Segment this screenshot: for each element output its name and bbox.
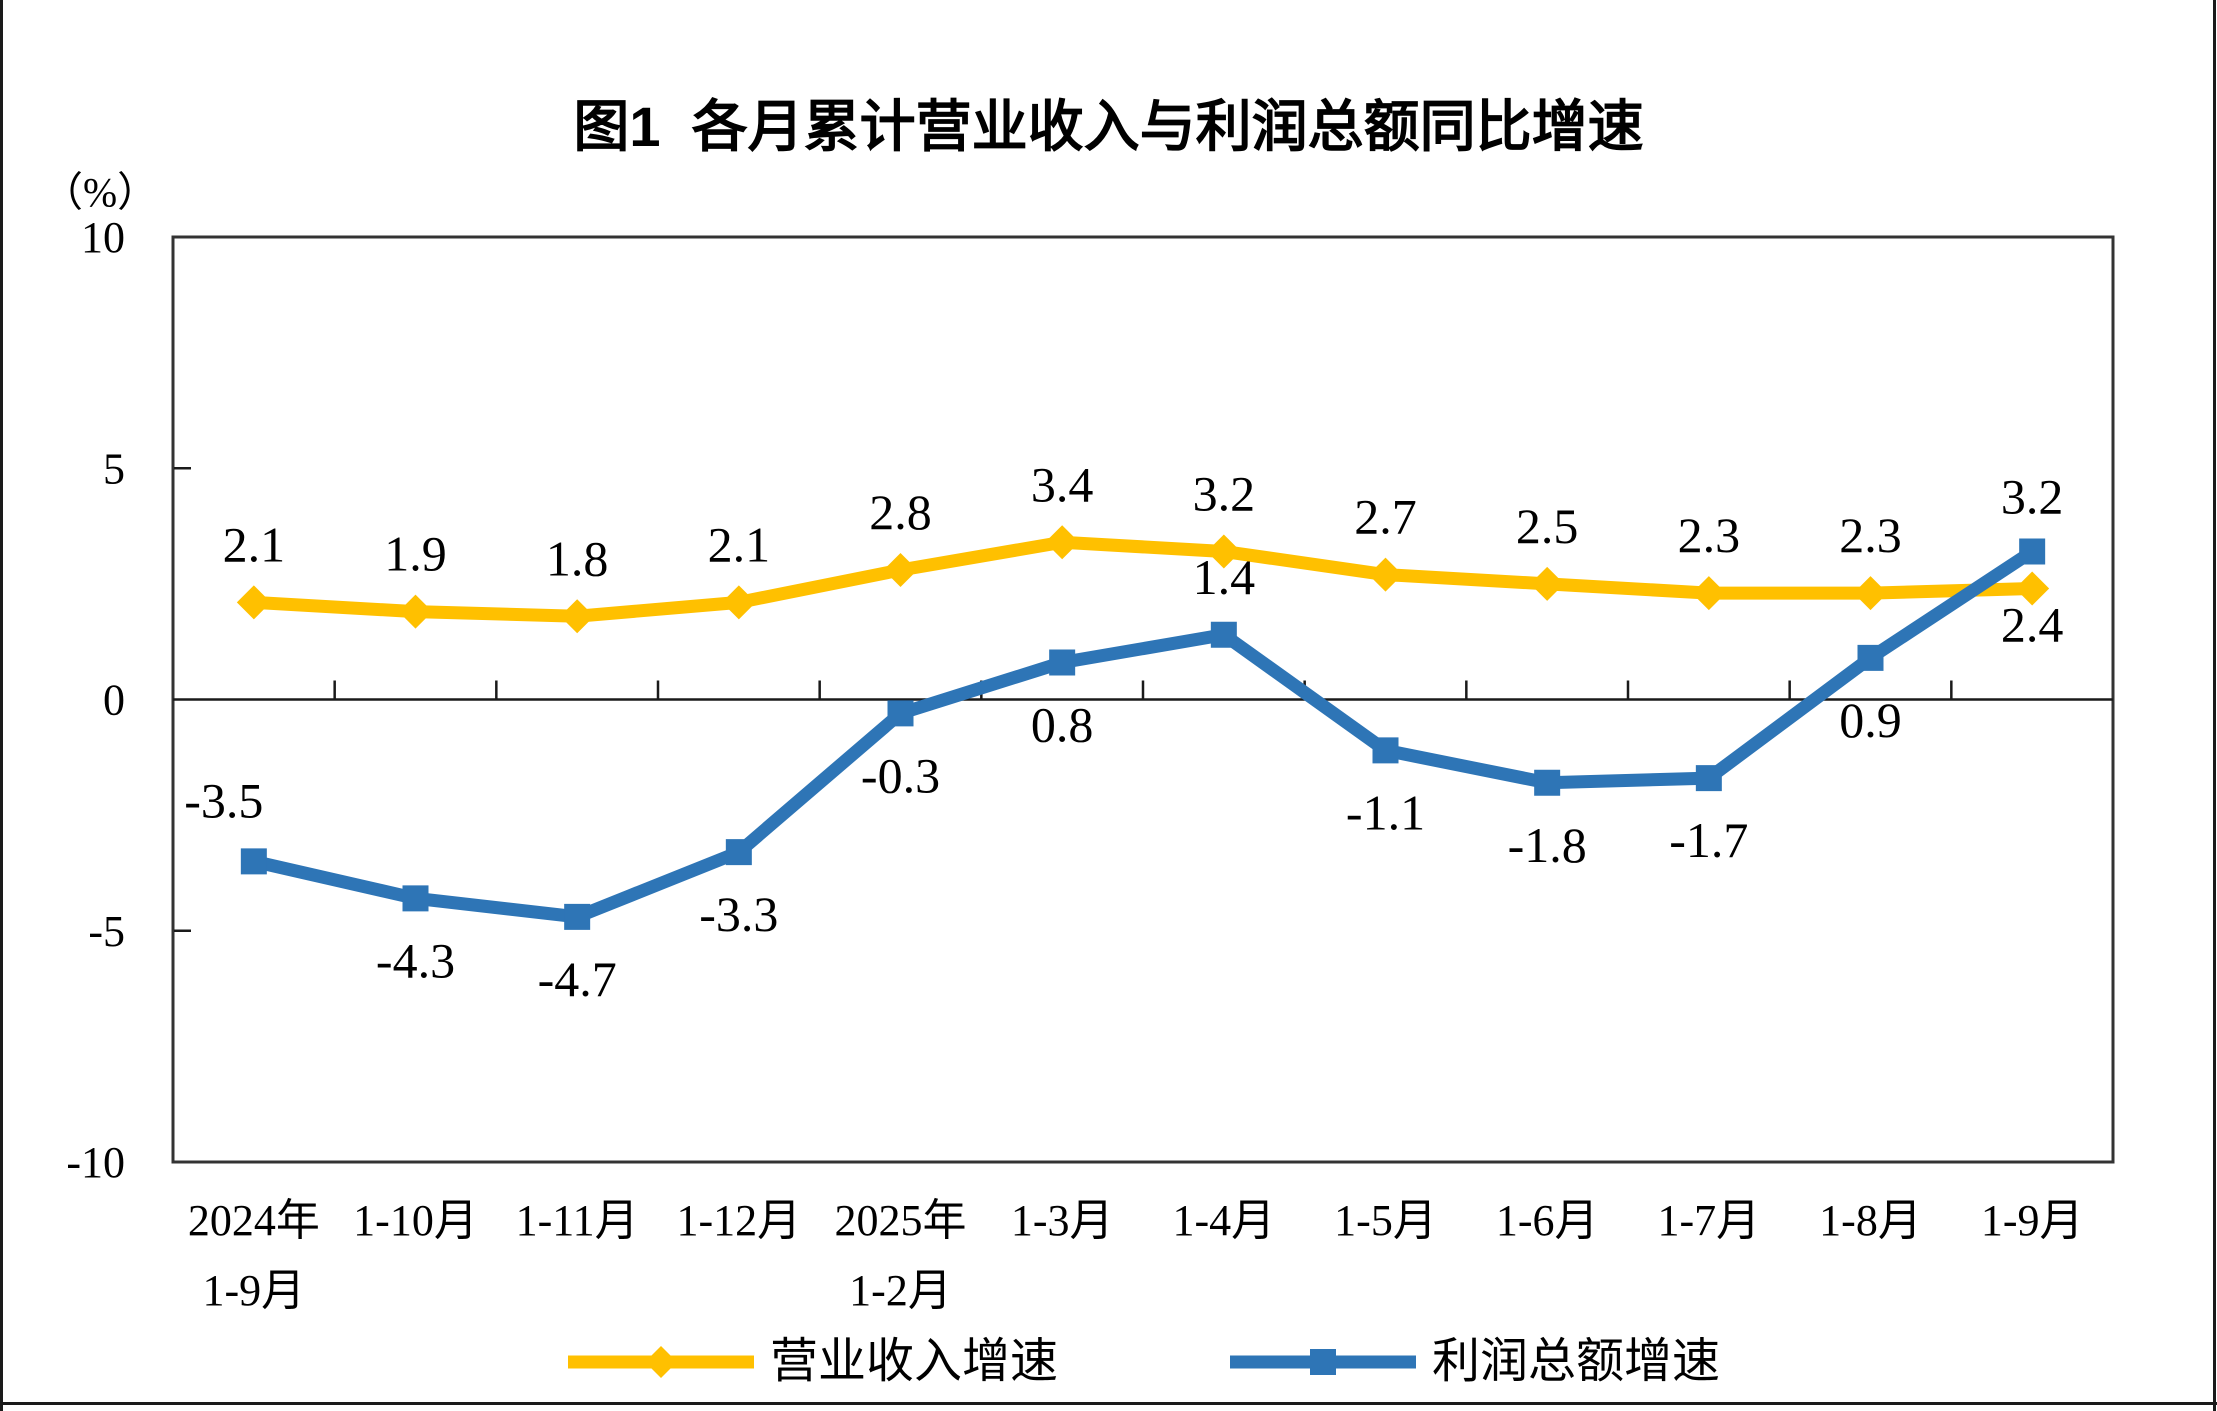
x-axis-label: 1-7月 xyxy=(1658,1196,1761,1245)
x-axis-label: 1-8月 xyxy=(1819,1196,1922,1245)
revenue-legend-marker-icon xyxy=(567,1346,754,1378)
profit-marker xyxy=(1857,644,1884,671)
profit-marker xyxy=(1049,649,1076,676)
data-label-profit: -4.7 xyxy=(538,951,617,1007)
x-axis-label: 2025年 xyxy=(835,1196,967,1245)
x-axis-label: 1-3月 xyxy=(1011,1196,1114,1245)
profit-series-line xyxy=(252,546,2036,924)
profit-marker xyxy=(564,903,591,930)
data-label-revenue: 2.3 xyxy=(1839,507,1902,563)
revenue-marker xyxy=(2015,571,2050,606)
legend-item-revenue: 营业收入增速 xyxy=(566,1338,1058,1386)
revenue-marker xyxy=(1206,534,1241,569)
profit-marker xyxy=(1695,765,1722,792)
profit-marker xyxy=(1372,737,1399,764)
profit-marker xyxy=(402,885,429,912)
revenue-marker xyxy=(1691,576,1726,611)
revenue-marker xyxy=(1045,525,1080,560)
revenue-marker xyxy=(236,585,271,620)
x-axis-label: 1-11月 xyxy=(516,1196,639,1245)
y-axis-label: 5 xyxy=(103,444,125,493)
x-axis-label: 1-9月 xyxy=(203,1266,306,1315)
data-label-profit: -1.1 xyxy=(1346,784,1425,840)
y-axis-unit-label: （%） xyxy=(42,169,159,215)
data-label-revenue: 2.5 xyxy=(1516,498,1579,554)
y-axis-label: -10 xyxy=(66,1138,125,1187)
x-axis-label: 1-12月 xyxy=(677,1196,802,1245)
data-label-revenue: 2.1 xyxy=(708,516,771,572)
data-label-profit: -1.7 xyxy=(1669,812,1748,868)
page-border-left xyxy=(0,0,3,1411)
profit-marker xyxy=(887,700,914,727)
legend: 营业收入增速 利润总额增速 xyxy=(173,1330,2113,1394)
data-label-profit: 0.8 xyxy=(1031,697,1094,753)
data-label-profit: -4.3 xyxy=(376,932,455,988)
revenue-series-line xyxy=(253,535,2033,623)
revenue-marker xyxy=(560,599,595,634)
revenue-marker xyxy=(1530,566,1565,601)
profit-legend-marker-icon xyxy=(1230,1349,1416,1375)
data-label-revenue: 2.3 xyxy=(1678,507,1741,563)
x-axis-label: 1-9月 xyxy=(1981,1196,2084,1245)
revenue-marker xyxy=(883,553,918,587)
revenue-marker xyxy=(1853,576,1888,611)
data-label-revenue: 3.4 xyxy=(1031,456,1094,512)
revenue-marker xyxy=(721,585,756,620)
data-label-profit: -3.5 xyxy=(184,772,263,828)
profit-marker xyxy=(2019,538,2046,565)
y-axis-label: -5 xyxy=(88,907,125,956)
y-axis-label: 0 xyxy=(103,676,125,725)
chart-title: 图1 各月累计营业收入与利润总额同比增速 xyxy=(573,95,1644,158)
data-label-revenue: 1.8 xyxy=(546,530,609,586)
profit-marker xyxy=(240,848,267,875)
revenue-marker xyxy=(1368,557,1403,592)
page-border-right xyxy=(2213,0,2216,1411)
data-label-profit: 0.9 xyxy=(1839,692,1902,748)
legend-item-profit: 利润总额增速 xyxy=(1228,1338,1720,1386)
x-axis-label: 1-6月 xyxy=(1496,1196,1599,1245)
x-axis-label: 1-10月 xyxy=(353,1196,478,1245)
x-axis-label: 1-2月 xyxy=(849,1266,952,1315)
revenue-marker xyxy=(398,594,433,629)
data-label-profit: -3.3 xyxy=(699,886,778,942)
x-axis-label: 1-5月 xyxy=(1334,1196,1437,1245)
data-label-revenue: 2.1 xyxy=(223,516,286,572)
data-label-revenue: 1.9 xyxy=(384,526,447,582)
profit-marker xyxy=(725,839,752,866)
profit-marker xyxy=(1210,621,1237,648)
x-axis-label: 1-4月 xyxy=(1173,1196,1276,1245)
data-label-profit: 3.2 xyxy=(2001,469,2064,525)
y-axis-label: 10 xyxy=(81,213,125,262)
page-border-bottom xyxy=(0,1402,2217,1405)
data-label-profit: 1.4 xyxy=(1193,549,1256,605)
legend-label-revenue: 营业收入增速 xyxy=(769,1335,1058,1388)
data-label-profit: -0.3 xyxy=(861,747,940,803)
data-label-revenue: 2.4 xyxy=(2001,597,2064,653)
data-label-revenue: 2.8 xyxy=(869,484,932,540)
data-label-revenue: 2.7 xyxy=(1354,489,1417,545)
data-label-profit: -1.8 xyxy=(1508,817,1587,873)
data-label-revenue: 3.2 xyxy=(1193,466,1256,522)
x-axis-label: 2024年 xyxy=(188,1196,320,1245)
profit-marker xyxy=(1534,769,1561,796)
legend-label-profit: 利润总额增速 xyxy=(1432,1335,1721,1388)
